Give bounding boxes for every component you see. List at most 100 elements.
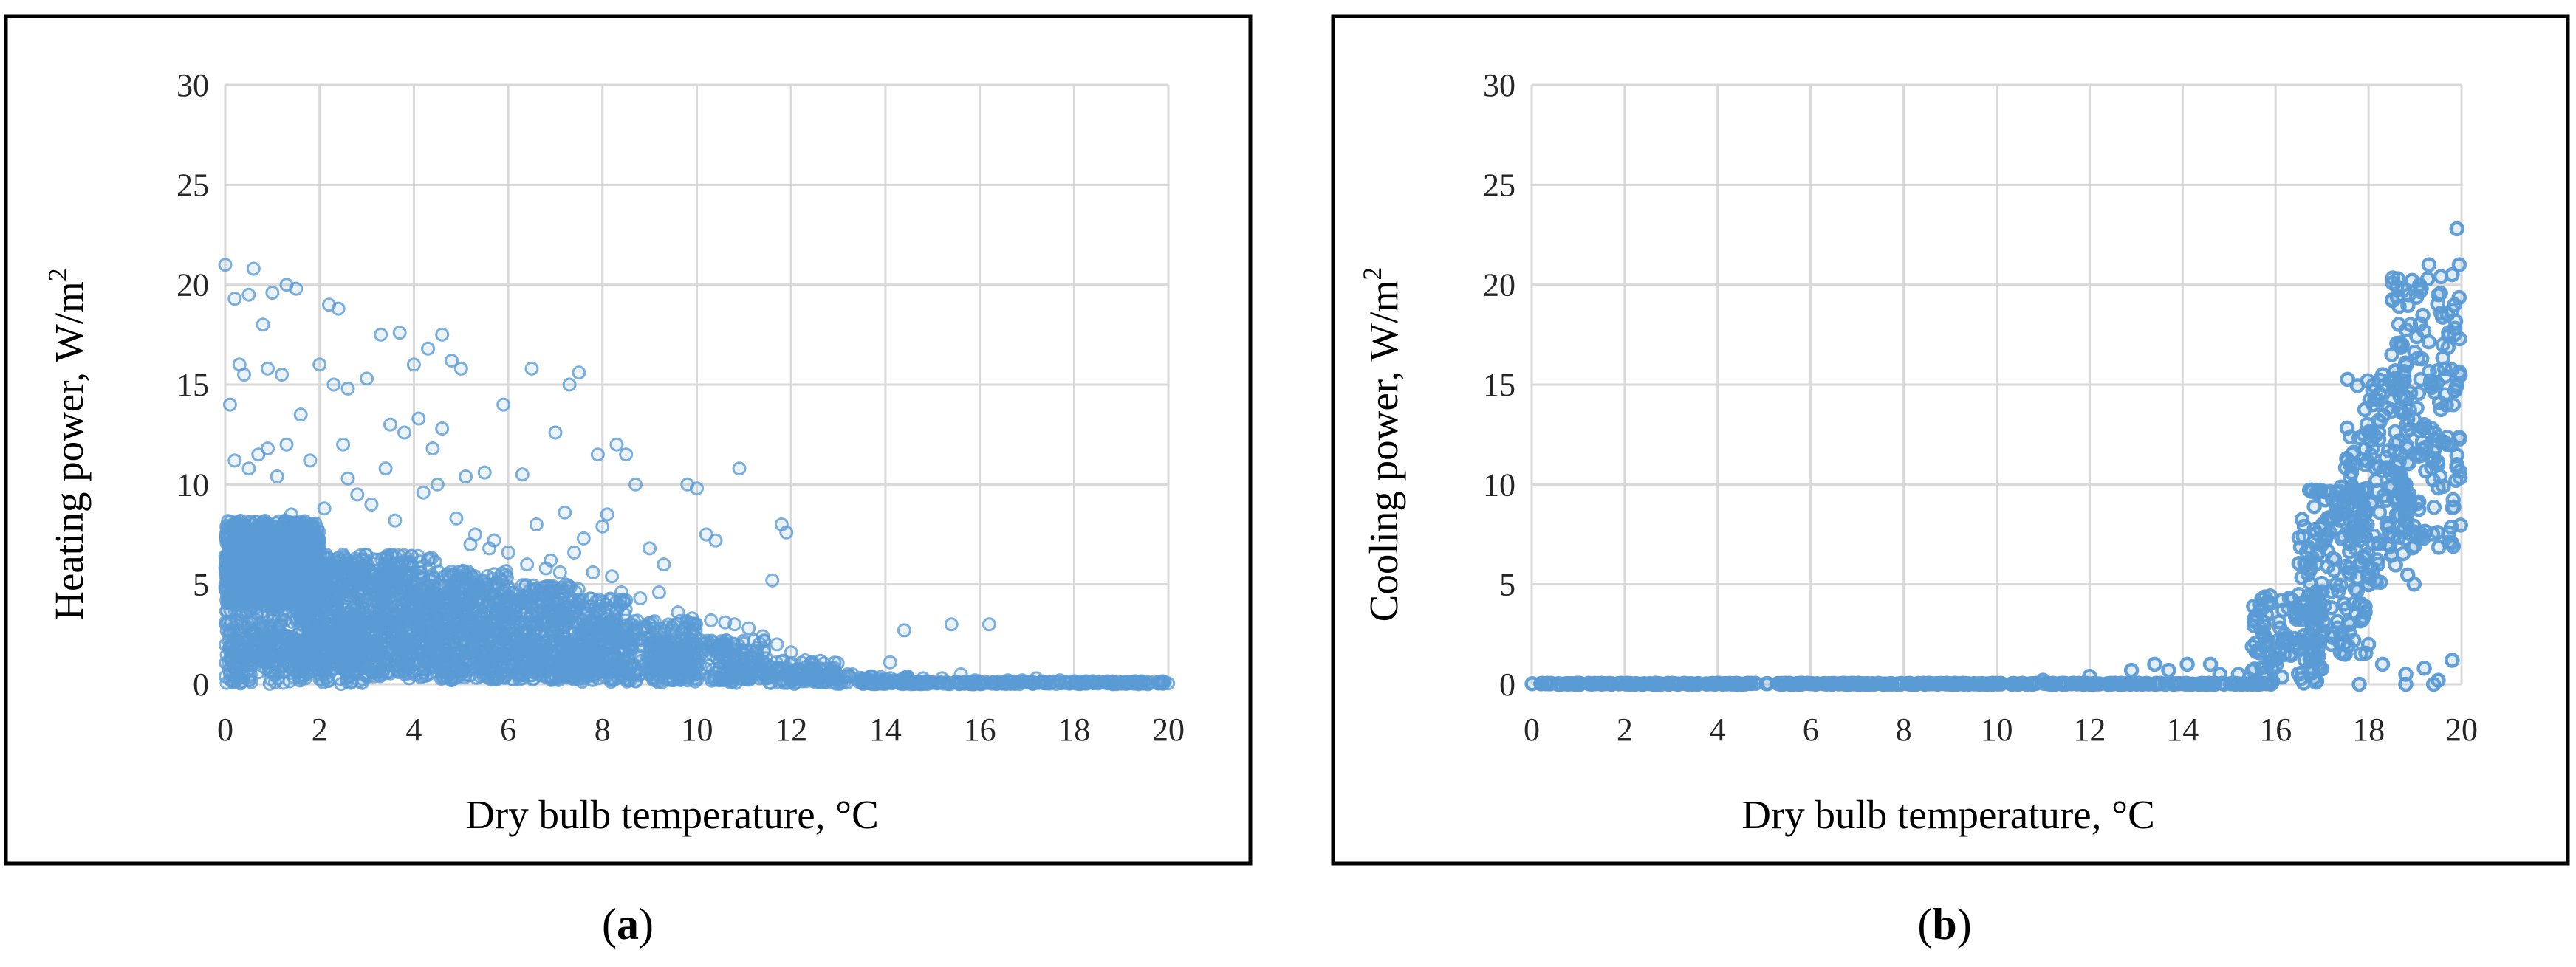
panel-a-point-4729 <box>572 365 586 380</box>
panel-a-point-4775 <box>552 565 567 579</box>
panel-a-point-4750 <box>336 437 351 452</box>
panel-a-point-4733 <box>619 447 634 462</box>
panel-a-point-4771 <box>482 541 497 556</box>
panel-a-point-2872 <box>405 568 420 582</box>
panel-a-point-1399 <box>247 601 262 616</box>
panel-a-point-4684 <box>1106 677 1120 691</box>
panel-a-point-3948 <box>589 627 604 641</box>
panel-a-point-4739 <box>529 517 544 531</box>
panel-a-point-4304 <box>763 675 778 690</box>
panel-a-point-3853 <box>603 675 618 689</box>
panel-a-point-4728 <box>562 377 577 392</box>
panel-a-y-tick-20: 20 <box>177 267 209 303</box>
panel-a-point-2351 <box>339 615 354 629</box>
panel-a-point-2807 <box>415 621 430 636</box>
panel-a-point-4727 <box>548 425 563 440</box>
panel-a-point-2837 <box>377 585 392 599</box>
panel-a-point-3620 <box>504 596 518 610</box>
panel-a-point-4786 <box>727 617 742 632</box>
panel-a-point-4814 <box>713 637 727 652</box>
panel-a-point-4780 <box>633 591 648 606</box>
panel-a-point-4725 <box>515 467 530 482</box>
panel-a-point-4695 <box>289 281 304 296</box>
panel-a-point-4717 <box>383 417 397 432</box>
panel-a-point-4691 <box>246 261 261 276</box>
panel-a-point-4790 <box>784 645 798 660</box>
panel-a-y-tick-25: 25 <box>177 167 209 203</box>
panel-a-point-2262 <box>295 552 309 567</box>
panel-a-point-2817 <box>404 636 419 650</box>
panel-a-point-4731 <box>600 507 614 522</box>
panel-a-point-2325 <box>309 583 323 598</box>
panel-a-point-4154 <box>682 658 696 673</box>
panel-a-point-2331 <box>297 605 312 619</box>
panel-a-point-3658 <box>526 616 541 630</box>
panel-a-point-3628 <box>531 664 546 678</box>
panel-a-point-4813 <box>736 647 751 661</box>
panel-a-point-2352 <box>312 571 326 586</box>
panel-a-y-axis-label-main: Heating power, W/m <box>47 281 92 621</box>
panel-a-point-1447 <box>239 579 253 593</box>
panel-a-point-4675 <box>1151 675 1165 689</box>
panel-a-point-3650 <box>542 630 557 644</box>
panel-a-point-4747 <box>765 573 780 588</box>
panel-a-point-3314 <box>451 630 465 644</box>
panel-a-point-4710 <box>374 327 388 342</box>
panel-a-point-4756 <box>270 469 284 484</box>
panel-a-point-3944 <box>603 640 618 655</box>
panel-a-point-3317 <box>453 667 467 682</box>
panel-a-point-3626 <box>532 644 547 659</box>
panel-a-point-4811 <box>793 667 808 681</box>
panel-a-point-4749 <box>779 525 794 540</box>
panel-a-point-4698 <box>256 317 270 332</box>
panel-a-point-1697 <box>262 676 277 691</box>
panel-a-point-1436 <box>219 571 234 586</box>
panel-a-point-4828 <box>369 661 383 675</box>
panel-a-x-tick-8: 8 <box>595 712 611 748</box>
panel-a-point-2328 <box>338 626 353 641</box>
panel-a-x-tick-6: 6 <box>500 712 516 748</box>
panel-a-point-4807 <box>1128 674 1143 689</box>
panel-a-x-tick-10: 10 <box>681 712 713 748</box>
panel-a-point-4726 <box>524 361 539 376</box>
panel-a-point-4758 <box>227 453 242 468</box>
panel-a-point-4815 <box>694 641 709 655</box>
panel-a-point-4151 <box>644 635 658 650</box>
panel-a-point-3931 <box>579 619 594 633</box>
panel-a-point-4770 <box>463 537 478 551</box>
panel-a-point-4755 <box>279 437 294 452</box>
panel-a-point-4709 <box>360 371 374 386</box>
panel-a-point-4834 <box>581 669 596 684</box>
panel-a-point-3285 <box>561 578 575 593</box>
panel-a-point-3938 <box>605 622 620 637</box>
panel-a-point-4816 <box>675 627 690 641</box>
panel-a-point-3636 <box>567 606 582 620</box>
panel-a-point-2804 <box>369 564 384 579</box>
panel-a-x-tick-12: 12 <box>775 712 807 748</box>
panel-a-point-4833 <box>548 671 563 686</box>
panel-a-point-4782 <box>671 605 685 620</box>
panel-a-point-4714 <box>435 327 450 342</box>
panel-a-point-2718 <box>365 577 380 591</box>
panel-a-x-tick-4: 4 <box>405 712 422 748</box>
panel-a-y-tick-5: 5 <box>193 567 209 603</box>
panel-a-point-4693 <box>242 287 256 302</box>
panel-a-point-4776 <box>567 545 581 560</box>
panel-a-point-4772 <box>501 545 515 560</box>
panel-a-point-1383 <box>258 547 273 562</box>
panel-a-point-2826 <box>417 644 431 658</box>
panel-a-point-4819 <box>623 617 638 632</box>
panel-a-point-3643 <box>504 651 519 666</box>
panel-a-point-4697 <box>331 301 346 316</box>
panel-a-point-2272 <box>305 625 320 640</box>
panel-a-point-4821 <box>232 657 247 672</box>
panel-a-point-859 <box>273 533 288 548</box>
panel-a-point-1449 <box>229 550 244 565</box>
panel-a-point-4777 <box>586 565 600 579</box>
panel-a-point-4723 <box>477 465 492 480</box>
panel-a-point-4690 <box>218 258 233 272</box>
panel-a-point-1709 <box>275 645 290 660</box>
panel-a-point-2318 <box>295 565 309 579</box>
